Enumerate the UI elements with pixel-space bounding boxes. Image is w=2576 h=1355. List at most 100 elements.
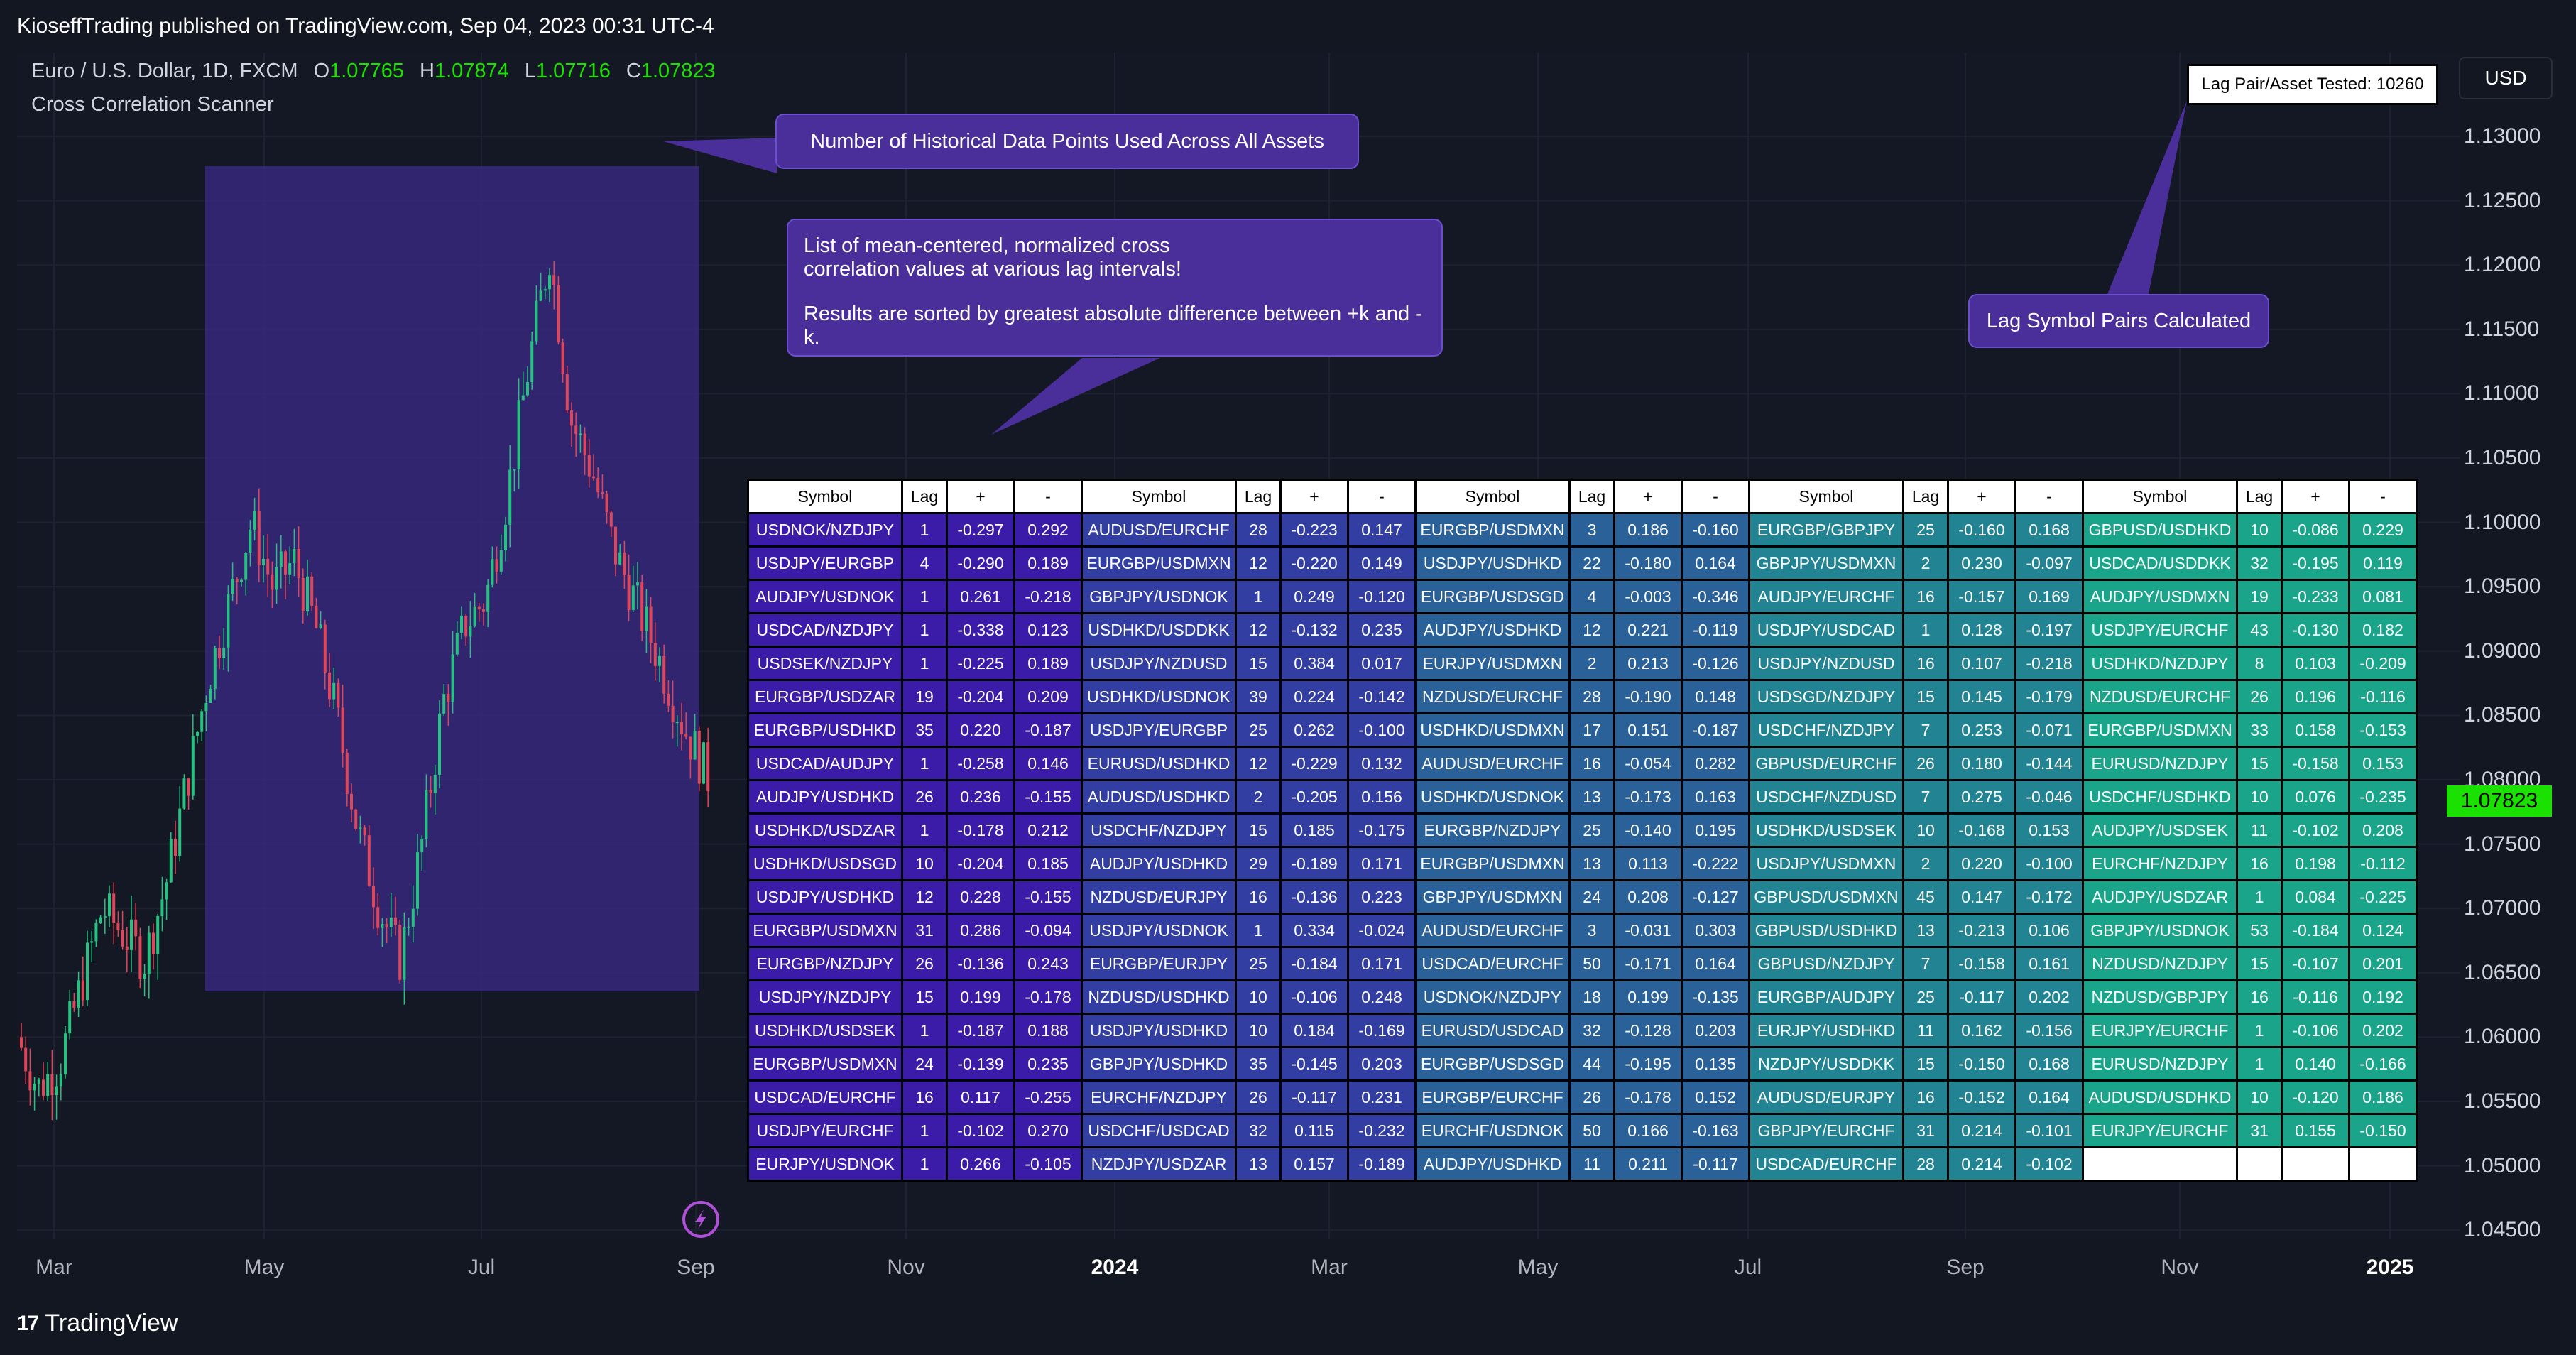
- column-header: +: [1613, 479, 1683, 514]
- positive-lag-cell: 0.199: [946, 979, 1015, 1015]
- candlesticks: [20, 261, 710, 1121]
- negative-lag-cell: 0.189: [1013, 646, 1083, 681]
- price-tick-label: 1.10000: [2464, 510, 2541, 534]
- negative-lag-cell: -0.218: [1013, 579, 1083, 614]
- candle-body: [561, 342, 564, 374]
- table-row: EURGBP/USDMXN 24 -0.139 0.235 GBPJPY/USDHKD 3…: [747, 1046, 2418, 1082]
- time-axis[interactable]: Mar May Jul Sep Nov 2024 Mar May Jul Sep Nov 2025: [0, 1239, 2576, 1295]
- candle-body: [59, 1074, 62, 1087]
- price-tick-label: 1.11500: [2464, 317, 2540, 341]
- lag-cell: 10: [901, 846, 948, 881]
- positive-lag-cell: 0.162: [1947, 1013, 2016, 1048]
- positive-lag-cell: 0.076: [2281, 779, 2350, 815]
- tradingview-logo[interactable]: 17 TradingView: [17, 1310, 178, 1337]
- pair-symbol-cell: USDHKD/USDDKK: [1081, 612, 1237, 648]
- pair-symbol-cell: AUDUSD/EURCHF: [1414, 913, 1571, 948]
- negative-lag-cell: 0.106: [2014, 913, 2084, 948]
- pair-symbol-cell: USDCHF/NZDUSD: [1748, 779, 1904, 815]
- candle-body: [125, 946, 129, 950]
- positive-lag-cell: 0.230: [1947, 545, 2016, 581]
- table-row: USDNOK/NZDJPY 1 -0.297 0.292 AUDUSD/EURCHF 28…: [747, 512, 2418, 548]
- negative-lag-cell: -0.117: [1681, 1146, 1750, 1182]
- lag-cell: 3: [1568, 913, 1615, 948]
- pair-symbol-cell: USDJPY/NZDJPY: [747, 979, 903, 1015]
- price-tick-label: 1.12500: [2464, 188, 2541, 212]
- candle-body: [160, 899, 164, 916]
- pair-symbol-cell: EURJPY/USDMXN: [1414, 646, 1571, 681]
- negative-lag-cell: 0.270: [1013, 1113, 1083, 1148]
- candle-body: [108, 893, 111, 917]
- price-axis[interactable]: 1.13000 1.12500 1.12000 1.11500 1.11000 1.105…: [2460, 53, 2576, 1241]
- pair-symbol-cell: USDCAD/NZDJPY: [747, 612, 903, 648]
- lag-cell: 25: [1568, 812, 1615, 848]
- candle-body: [156, 915, 160, 954]
- high-label: H: [420, 60, 435, 82]
- lag-cell: 26: [1902, 746, 1949, 781]
- negative-lag-cell: -0.153: [2348, 712, 2418, 748]
- candle-body: [587, 455, 591, 477]
- negative-lag-cell: -0.101: [2014, 1113, 2084, 1148]
- lag-cell: 11: [2236, 812, 2283, 848]
- negative-lag-cell: -0.232: [1347, 1113, 1417, 1148]
- pair-symbol-cell: EURCHF/USDNOK: [1414, 1113, 1571, 1148]
- candle-body: [425, 790, 428, 839]
- positive-lag-cell: 0.221: [1613, 612, 1683, 648]
- indicator-name[interactable]: Cross Correlation Scanner: [31, 93, 274, 116]
- chart-legend[interactable]: Euro / U.S. Dollar, 1D, FXCM O1.07765 H1…: [31, 60, 726, 116]
- positive-lag-cell: -0.233: [2281, 579, 2350, 614]
- candle-body: [315, 606, 318, 628]
- publish-bar: KioseffTrading published on TradingView.…: [0, 0, 2576, 53]
- pair-symbol-cell: GBPJPY/USDHKD: [1081, 1046, 1237, 1082]
- time-tick-label: Mar: [1311, 1256, 1348, 1279]
- lag-cell: 31: [901, 913, 948, 948]
- table-row: USDJPY/NZDJPY 15 0.199 -0.178 NZDUSD/USDHKD 1…: [747, 979, 2418, 1015]
- negative-lag-cell: -0.197: [2014, 612, 2084, 648]
- candle-body: [596, 478, 600, 493]
- callout-data-points: Number of Historical Data Points Used Ac…: [775, 114, 1359, 169]
- column-header: +: [1947, 479, 2016, 514]
- candle-body: [72, 1001, 76, 1008]
- negative-lag-cell: -0.209: [2348, 646, 2418, 681]
- column-header: Symbol: [1414, 479, 1571, 514]
- lag-cell: 7: [1902, 779, 1949, 815]
- negative-lag-cell: 0.209: [1013, 679, 1083, 714]
- pair-symbol-cell: AUDJPY/USDHKD: [1081, 846, 1237, 881]
- negative-lag-cell: -0.097: [2014, 545, 2084, 581]
- pair-symbol-cell: GBPJPY/USDNOK: [2082, 913, 2238, 948]
- positive-lag-cell: -0.128: [1613, 1013, 1683, 1048]
- pair-symbol-cell: EURGBP/USDMXN: [1414, 846, 1571, 881]
- negative-lag-cell: 0.168: [2014, 512, 2084, 548]
- negative-lag-cell: -0.189: [1347, 1146, 1417, 1182]
- negative-lag-cell: 0.164: [1681, 946, 1750, 981]
- negative-lag-cell: 0.203: [1347, 1046, 1417, 1082]
- positive-lag-cell: -0.297: [946, 512, 1015, 548]
- positive-lag-cell: 0.249: [1279, 579, 1349, 614]
- positive-lag-cell: -0.054: [1613, 746, 1683, 781]
- candle-body: [284, 551, 287, 575]
- positive-lag-cell: -0.106: [1279, 979, 1349, 1015]
- negative-lag-cell: -0.100: [1347, 712, 1417, 748]
- table-row: AUDJPY/USDHKD 26 0.236 -0.155 AUDUSD/USDHKD 2…: [747, 779, 2418, 815]
- pair-symbol-cell: AUDUSD/USDHKD: [2082, 1079, 2238, 1115]
- candle-body: [253, 511, 256, 530]
- positive-lag-cell: 0.220: [946, 712, 1015, 748]
- pair-symbol-cell: USDJPY/USDHKD: [1081, 1013, 1237, 1048]
- candle-body: [583, 433, 586, 455]
- negative-lag-cell: -0.175: [1347, 812, 1417, 848]
- currency-button[interactable]: USD: [2459, 57, 2553, 99]
- negative-lag-cell: -0.218: [2014, 646, 2084, 681]
- column-header: +: [1279, 479, 1349, 514]
- positive-lag-cell: 0.084: [2281, 879, 2350, 915]
- candle-body: [262, 559, 265, 565]
- lag-cell: 15: [1235, 646, 1282, 681]
- pair-symbol-cell: NZDJPY/USDZAR: [1081, 1146, 1237, 1182]
- lag-cell: 26: [2236, 679, 2283, 714]
- candle-body: [609, 512, 613, 527]
- instrument-title[interactable]: Euro / U.S. Dollar, 1D, FXCM: [31, 60, 298, 82]
- pair-symbol-cell: EURGBP/NZDJPY: [747, 946, 903, 981]
- price-tick-label: 1.09000: [2464, 638, 2541, 663]
- lag-cell: 11: [1568, 1146, 1615, 1182]
- lag-cell: 1: [2236, 879, 2283, 915]
- positive-lag-cell: 0.334: [1279, 913, 1349, 948]
- pair-symbol-cell: USDJPY/USDMXN: [1748, 846, 1904, 881]
